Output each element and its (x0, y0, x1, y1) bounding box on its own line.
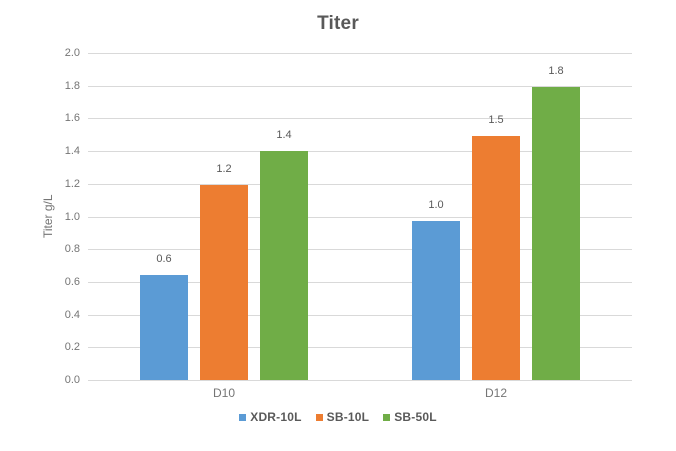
chart-title: Titer (317, 13, 359, 34)
legend-swatch-SB-10L (315, 413, 323, 421)
gridline (88, 282, 632, 283)
data-label-XDR-10L-D12: 1.0 (428, 199, 444, 211)
y-axis-tick-label: 1.2 (64, 178, 80, 190)
gridline (88, 380, 632, 381)
legend-label-SB-10L: SB-10L (326, 410, 370, 424)
legend-item-SB-10L: SB-10L (315, 410, 370, 424)
y-axis-tick-label: 2.0 (64, 47, 80, 59)
y-axis-tick-label: 1.4 (64, 145, 80, 157)
legend-swatch-SB-50L (383, 413, 391, 421)
y-axis-tick-label: 0.0 (64, 374, 80, 386)
y-axis-tick-label: 1.8 (64, 80, 80, 92)
data-label-XDR-10L-D10: 0.6 (156, 253, 172, 265)
gridline (88, 315, 632, 316)
y-axis-tick-label: 1.0 (64, 211, 80, 223)
bar-SB-50L-D10 (260, 151, 308, 380)
data-label-SB-50L-D10: 1.4 (276, 129, 292, 141)
legend-label-SB-50L: SB-50L (394, 410, 437, 424)
bar-SB-10L-D12 (472, 136, 520, 380)
y-axis-tick-label: 0.2 (64, 341, 80, 353)
bar-XDR-10L-D10 (140, 275, 188, 380)
y-axis-tick-label: 0.6 (64, 276, 80, 288)
gridline (88, 86, 632, 87)
bar-SB-50L-D12 (532, 87, 580, 380)
legend-item-SB-50L: SB-50L (383, 410, 437, 424)
legend-swatch-XDR-10L (239, 413, 247, 421)
legend-item-XDR-10L: XDR-10L (239, 410, 301, 424)
y-axis-tick-label: 0.4 (64, 309, 80, 321)
plot-area: 0.0 0.2 0.4 0.6 0.8 1.0 1.2 1.4 1.6 1.8 2.0 0.6 1.2 1… (65, 47, 632, 400)
gridline (88, 118, 632, 119)
bar-XDR-10L-D12 (412, 221, 460, 380)
legend: XDR-10L SB-10L SB-50L (0, 410, 676, 424)
y-axis-tick-label: 1.6 (64, 112, 80, 124)
gridline (88, 151, 632, 152)
gridline (88, 184, 632, 185)
gridline (88, 249, 632, 250)
x-axis-label-D10: D10 (212, 386, 235, 400)
data-label-SB-50L-D12: 1.8 (548, 65, 564, 77)
gridline (88, 217, 632, 218)
x-axis-label-D12: D12 (484, 386, 507, 400)
bar-SB-10L-D10 (200, 185, 248, 380)
gridline (88, 347, 632, 348)
data-label-SB-10L-D10: 1.2 (216, 163, 232, 175)
gridline (88, 53, 632, 54)
legend-label-XDR-10L: XDR-10L (250, 410, 302, 424)
data-label-SB-10L-D12: 1.5 (488, 114, 504, 126)
y-axis-tick-label: 0.8 (64, 243, 80, 255)
